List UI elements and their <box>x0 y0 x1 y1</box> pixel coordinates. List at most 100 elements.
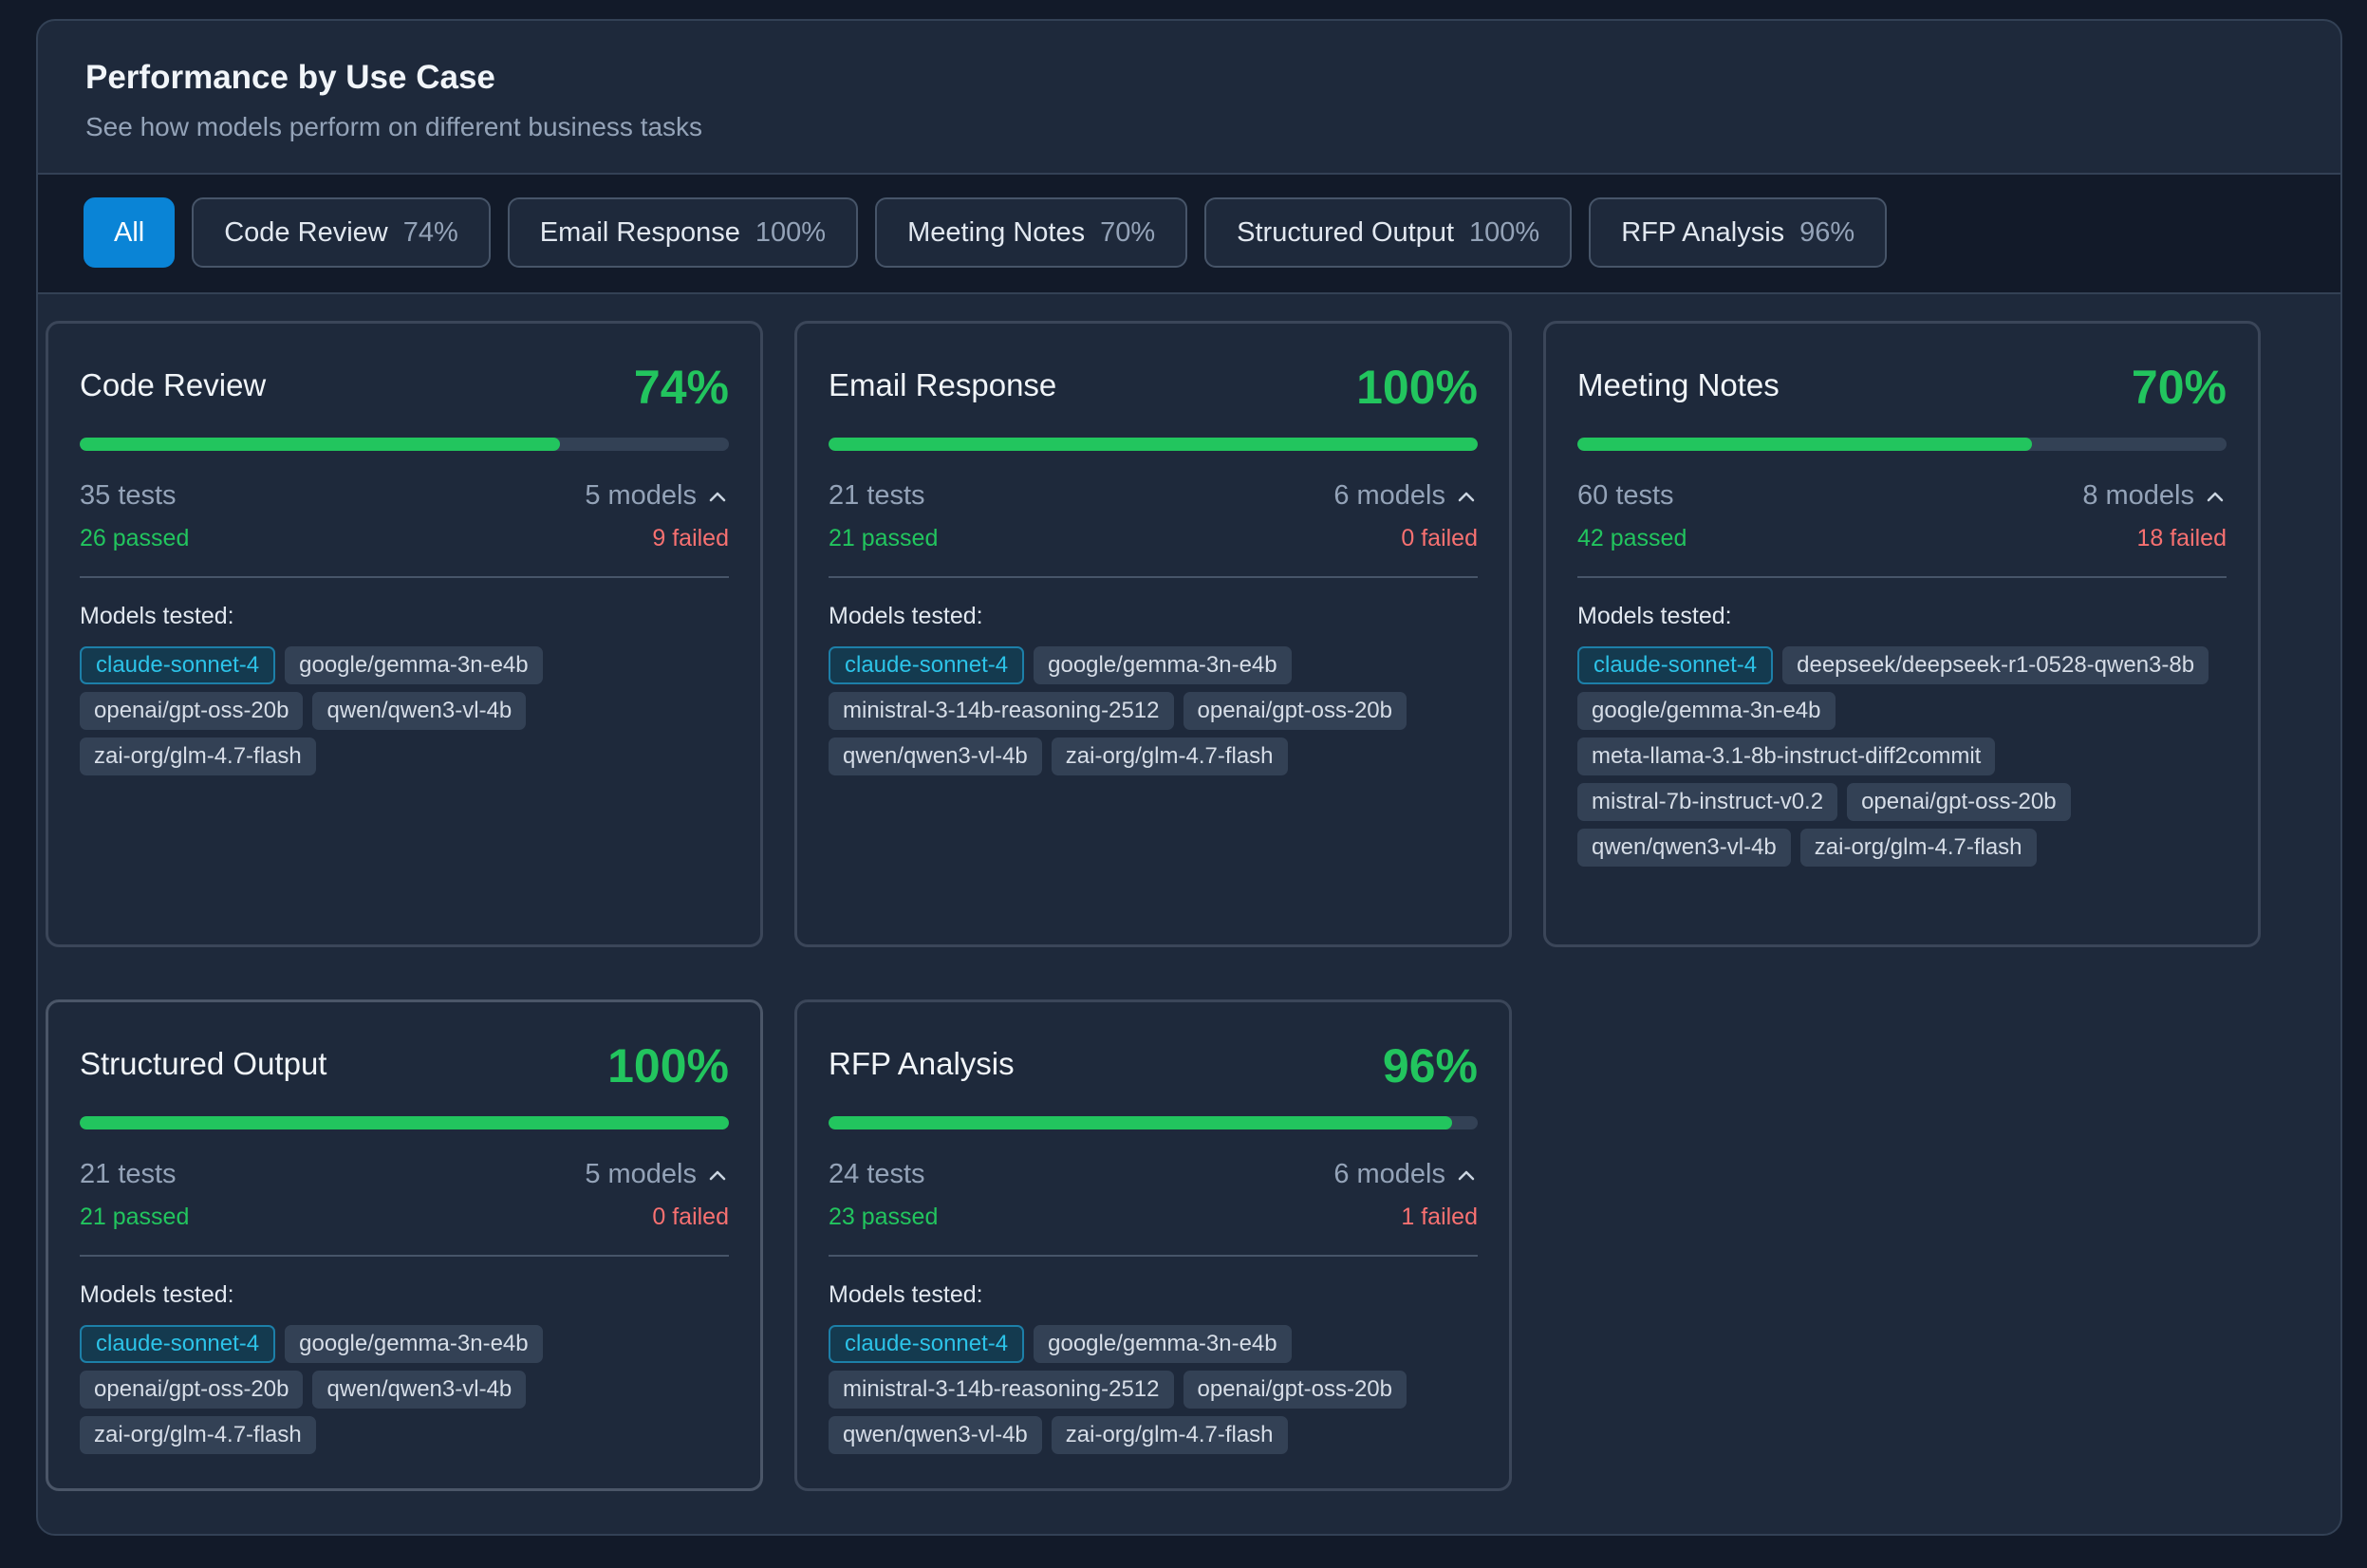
models-tested-label: Models tested: <box>829 603 983 629</box>
filter-chip-label: Structured Output <box>1237 216 1455 248</box>
tests-count: 21 tests <box>80 1159 177 1189</box>
models-toggle[interactable]: 6 models <box>1333 1159 1478 1190</box>
filter-chip-rfp-analysis[interactable]: RFP Analysis 96% <box>1589 197 1888 268</box>
model-tags: claude-sonnet-4 google/gemma-3n-e4b minist… <box>829 646 1478 775</box>
filter-chip-structured-output[interactable]: Structured Output 100% <box>1204 197 1573 268</box>
model-tag: meta-llama-3.1-8b-instruct-diff2commit <box>1577 737 1996 775</box>
filter-chip-label: Email Response <box>539 216 740 248</box>
progress-bar <box>1577 438 2227 451</box>
progress-fill <box>80 438 561 451</box>
card-title: RFP Analysis <box>829 1046 1015 1081</box>
use-case-card-code-review[interactable]: Code Review 74% 35 tests 5 models 26 pas… <box>46 321 763 947</box>
filter-chip-percent: 74% <box>402 216 458 248</box>
model-tag: zai-org/glm-4.7-flash <box>80 737 316 775</box>
model-tag: claude-sonnet-4 <box>1577 646 1774 684</box>
filter-chip-label: Code Review <box>224 216 388 248</box>
failed-count: 0 failed <box>1401 525 1478 551</box>
progress-fill <box>829 1116 1452 1129</box>
model-tag: google/gemma-3n-e4b <box>1577 692 1836 730</box>
card-percent: 96% <box>1382 1039 1478 1092</box>
divider <box>829 576 1478 578</box>
model-tag: openai/gpt-oss-20b <box>1183 692 1407 730</box>
progress-fill <box>1577 438 2032 451</box>
models-count: 5 models <box>585 480 697 511</box>
use-case-card-rfp-analysis[interactable]: RFP Analysis 96% 24 tests 6 models 23 pa… <box>794 999 1512 1491</box>
divider <box>80 576 729 578</box>
model-tag: zai-org/glm-4.7-flash <box>1799 829 2037 867</box>
divider <box>829 1255 1478 1257</box>
models-toggle[interactable]: 8 models <box>2082 480 2227 512</box>
tests-count: 60 tests <box>1577 480 1674 511</box>
model-tag: claude-sonnet-4 <box>829 646 1025 684</box>
filter-chip-code-review[interactable]: Code Review 74% <box>192 197 491 268</box>
model-tag: openai/gpt-oss-20b <box>80 692 304 730</box>
panel-subtitle: See how models perform on different busi… <box>85 112 703 141</box>
models-tested-label: Models tested: <box>80 603 234 629</box>
model-tag: google/gemma-3n-e4b <box>285 1325 543 1363</box>
filter-chip-percent: 100% <box>755 216 827 248</box>
filter-chip-all[interactable]: All <box>84 197 176 268</box>
divider <box>1577 576 2227 578</box>
use-case-card-structured-output[interactable]: Structured Output 100% 21 tests 5 models… <box>46 999 763 1491</box>
filter-chip-percent: 100% <box>1469 216 1540 248</box>
card-title: Email Response <box>829 367 1057 402</box>
tests-count: 24 tests <box>829 1159 925 1189</box>
progress-bar <box>80 438 729 451</box>
filter-bar: All Code Review 74% Email Response 100% … <box>38 175 2340 294</box>
failed-count: 0 failed <box>652 1204 729 1230</box>
card-percent: 100% <box>607 1039 729 1092</box>
model-tag: google/gemma-3n-e4b <box>1034 1325 1292 1363</box>
model-tag: google/gemma-3n-e4b <box>285 646 543 684</box>
model-tag: deepseek/deepseek-r1-0528-qwen3-8b <box>1782 646 2209 684</box>
filter-chip-email-response[interactable]: Email Response 100% <box>507 197 859 268</box>
models-toggle[interactable]: 5 models <box>585 480 729 512</box>
model-tag: mistral-7b-instruct-v0.2 <box>1577 783 1838 821</box>
model-tag: openai/gpt-oss-20b <box>1183 1371 1407 1409</box>
filter-chips: All Code Review 74% Email Response 100% … <box>84 197 1888 268</box>
model-tag: ministral-3-14b-reasoning-2512 <box>829 1371 1174 1409</box>
use-case-card-email-response[interactable]: Email Response 100% 21 tests 6 models 21… <box>794 321 1512 947</box>
model-tag: qwen/qwen3-vl-4b <box>1577 829 1791 867</box>
filter-chip-meeting-notes[interactable]: Meeting Notes 70% <box>875 197 1188 268</box>
models-tested-label: Models tested: <box>829 1281 983 1308</box>
progress-fill <box>80 1116 729 1129</box>
model-tags: claude-sonnet-4 deepseek/deepseek-r1-0528… <box>1577 646 2227 867</box>
card-title: Code Review <box>80 367 267 402</box>
filter-chip-label: RFP Analysis <box>1621 216 1785 248</box>
card-title: Structured Output <box>80 1046 327 1081</box>
use-case-card-meeting-notes[interactable]: Meeting Notes 70% 60 tests 8 models 42 p… <box>1543 321 2261 947</box>
chevron-up-icon <box>1458 492 1475 501</box>
panel-title: Performance by Use Case <box>85 59 495 96</box>
failed-count: 1 failed <box>1401 1204 1478 1230</box>
models-count: 5 models <box>585 1159 697 1189</box>
panel-header: Performance by Use Case See how models p… <box>38 21 2340 175</box>
model-tag: zai-org/glm-4.7-flash <box>80 1416 316 1454</box>
tests-count: 35 tests <box>80 480 177 511</box>
passed-count: 21 passed <box>80 1204 190 1230</box>
progress-bar <box>829 438 1478 451</box>
failed-count: 18 failed <box>2136 525 2227 551</box>
model-tag: qwen/qwen3-vl-4b <box>312 692 527 730</box>
models-tested-label: Models tested: <box>1577 603 1732 629</box>
card-percent: 74% <box>633 361 729 414</box>
model-tag: qwen/qwen3-vl-4b <box>829 737 1042 775</box>
models-count: 6 models <box>1333 480 1445 511</box>
filter-chip-percent: 96% <box>1799 216 1855 248</box>
failed-count: 9 failed <box>652 525 729 551</box>
card-title: Meeting Notes <box>1577 367 1780 402</box>
model-tags: claude-sonnet-4 google/gemma-3n-e4b openai… <box>80 646 729 775</box>
models-toggle[interactable]: 5 models <box>585 1159 729 1190</box>
passed-count: 26 passed <box>80 525 190 551</box>
chevron-up-icon <box>709 492 726 501</box>
chevron-up-icon <box>1458 1170 1475 1180</box>
model-tag: qwen/qwen3-vl-4b <box>312 1371 527 1409</box>
passed-count: 21 passed <box>829 525 939 551</box>
models-toggle[interactable]: 6 models <box>1333 480 1478 512</box>
model-tags: claude-sonnet-4 google/gemma-3n-e4b minist… <box>829 1325 1478 1454</box>
progress-fill <box>829 438 1478 451</box>
filter-chip-label: All <box>114 216 145 248</box>
tests-count: 21 tests <box>829 480 925 511</box>
model-tag: openai/gpt-oss-20b <box>80 1371 304 1409</box>
divider <box>80 1255 729 1257</box>
models-count: 6 models <box>1333 1159 1445 1189</box>
